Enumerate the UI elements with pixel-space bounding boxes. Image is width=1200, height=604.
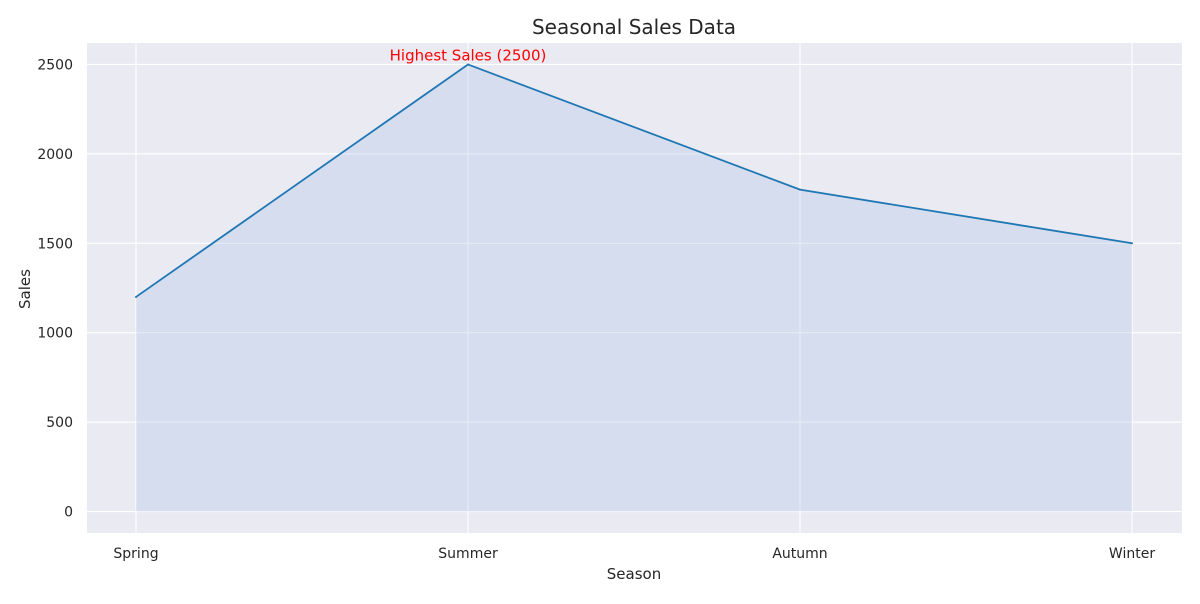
y-tick-label: 1000 xyxy=(37,326,73,342)
data-point xyxy=(1131,242,1133,245)
y-tick-label: 2000 xyxy=(37,147,73,163)
annotation-label: Highest Sales (2500) xyxy=(390,46,547,64)
y-tick-label: 2500 xyxy=(37,57,73,73)
annotations: Highest Sales (2500) xyxy=(390,46,547,64)
x-tick-label: Spring xyxy=(113,546,158,562)
y-tick-label: 0 xyxy=(64,505,73,521)
x-tick-labels: Spring Summer Autumn Winter xyxy=(113,546,1155,562)
x-tick-label: Autumn xyxy=(772,546,827,562)
grid-lines xyxy=(87,43,1182,533)
data-points xyxy=(135,63,1133,298)
plot-background xyxy=(87,43,1182,533)
y-tick-labels: 0 500 1000 1500 2000 2500 xyxy=(37,57,73,520)
x-tick-label: Winter xyxy=(1109,546,1155,562)
y-tick-label: 1500 xyxy=(37,236,73,252)
x-tick-label: Summer xyxy=(438,546,498,562)
y-tick-label: 500 xyxy=(46,415,73,431)
series-line xyxy=(135,63,1133,298)
area-fill xyxy=(136,64,1132,512)
data-point xyxy=(799,188,801,191)
data-point xyxy=(135,295,137,298)
x-axis-label: Season xyxy=(607,565,661,583)
chart-title: Seasonal Sales Data xyxy=(532,15,736,39)
y-axis-label: Sales xyxy=(16,269,34,309)
data-point xyxy=(467,63,469,66)
